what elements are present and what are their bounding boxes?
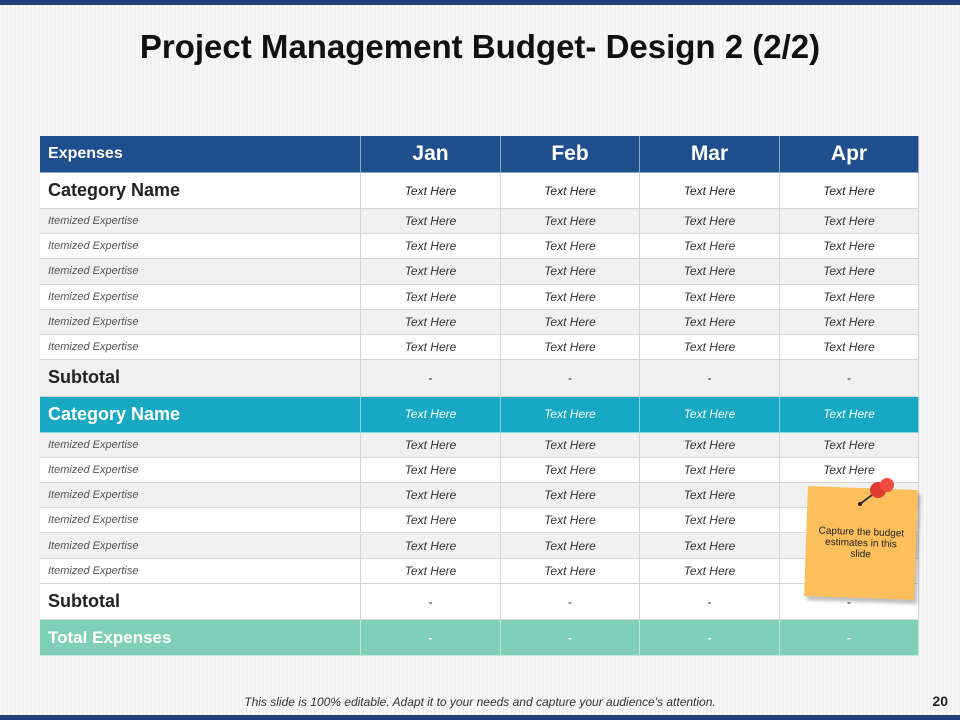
row-label: Itemized Expertise [40, 335, 361, 361]
cell: Text Here [780, 234, 919, 260]
row-label: Expenses [40, 136, 361, 173]
bottom-bar [0, 715, 960, 720]
cell: Text Here [501, 284, 640, 310]
cell: Text Here [501, 335, 640, 361]
cell: Text Here [501, 209, 640, 235]
row-label: Itemized Expertise [40, 259, 361, 285]
cell: Text Here [501, 173, 640, 209]
row-label: Itemized Expertise [40, 533, 361, 559]
cell: Text Here [361, 259, 501, 285]
cell: Text Here [501, 558, 640, 584]
cell: Text Here [361, 533, 501, 559]
row-label: Itemized Expertise [40, 309, 361, 335]
top-bar [0, 0, 960, 5]
cell: Text Here [640, 533, 780, 559]
cell: Text Here [780, 173, 919, 209]
cell: Text Here [780, 335, 919, 361]
cell: Apr [780, 136, 919, 173]
cell: Text Here [501, 508, 640, 534]
cell: Text Here [501, 234, 640, 260]
row-label: Itemized Expertise [40, 558, 361, 584]
row-label: Subtotal [40, 360, 361, 397]
cell: Text Here [640, 259, 780, 285]
cell: - [361, 360, 501, 397]
cell: Text Here [501, 432, 640, 458]
cell: Text Here [640, 234, 780, 260]
cell: Jan [361, 136, 501, 173]
cell: Text Here [640, 173, 780, 209]
cell: Text Here [361, 483, 501, 509]
cell: Text Here [640, 432, 780, 458]
cell: Text Here [361, 457, 501, 484]
cell: - [640, 583, 780, 621]
cell: Text Here [640, 483, 780, 509]
row-label: Itemized Expertise [40, 234, 361, 260]
cell: Text Here [780, 457, 919, 484]
cell: Text Here [361, 508, 501, 534]
row-label: Category Name [40, 396, 361, 433]
row-label: Subtotal [40, 583, 361, 621]
cell: - [361, 583, 501, 621]
cell: - [361, 620, 501, 657]
cell: Text Here [640, 209, 780, 235]
cell: Text Here [361, 284, 501, 310]
row-label: Category Name [40, 173, 361, 209]
cell: - [640, 360, 780, 397]
cell: Text Here [361, 209, 501, 235]
cell: Text Here [640, 558, 780, 584]
row-label: Itemized Expertise [40, 209, 361, 235]
cell: Text Here [640, 457, 780, 484]
row-label: Itemized Expertise [40, 284, 361, 310]
cell: Text Here [640, 396, 780, 433]
cell: - [501, 360, 640, 397]
cell: Text Here [361, 335, 501, 361]
cell: Text Here [501, 259, 640, 285]
title: Project Management Budget- Design 2 (2/2… [139, 28, 821, 65]
cell: Text Here [780, 432, 919, 458]
cell: - [501, 620, 640, 657]
cell: Text Here [640, 309, 780, 335]
page-number: 20 [932, 693, 948, 709]
cell: Mar [640, 136, 780, 173]
row-label: Itemized Expertise [40, 483, 361, 509]
footer-note: This slide is 100% editable. Adapt it to… [244, 695, 716, 709]
cell: Text Here [501, 457, 640, 484]
cell: Text Here [361, 396, 501, 433]
cell: Text Here [361, 558, 501, 584]
cell: Text Here [501, 483, 640, 509]
cell: Text Here [501, 309, 640, 335]
row-label: Itemized Expertise [40, 508, 361, 534]
cell: Text Here [361, 173, 501, 209]
cell: Text Here [361, 234, 501, 260]
cell: Text Here [780, 209, 919, 235]
cell: Text Here [361, 309, 501, 335]
row-label: Total Expenses [40, 620, 361, 657]
cell: Text Here [640, 508, 780, 534]
cell: Text Here [640, 335, 780, 361]
cell: - [501, 583, 640, 621]
row-label: Itemized Expertise [40, 457, 361, 484]
row-label: Itemized Expertise [40, 432, 361, 458]
cell: Text Here [361, 432, 501, 458]
cell: Text Here [780, 309, 919, 335]
cell: - [780, 360, 919, 397]
cell: Text Here [501, 396, 640, 433]
cell: Text Here [780, 396, 919, 433]
cell: Text Here [780, 259, 919, 285]
cell: Feb [501, 136, 640, 173]
cell: Text Here [501, 533, 640, 559]
cell: - [640, 620, 780, 657]
pin [858, 478, 894, 506]
cell: - [780, 620, 919, 657]
cell: Text Here [640, 284, 780, 310]
cell: Text Here [780, 284, 919, 310]
